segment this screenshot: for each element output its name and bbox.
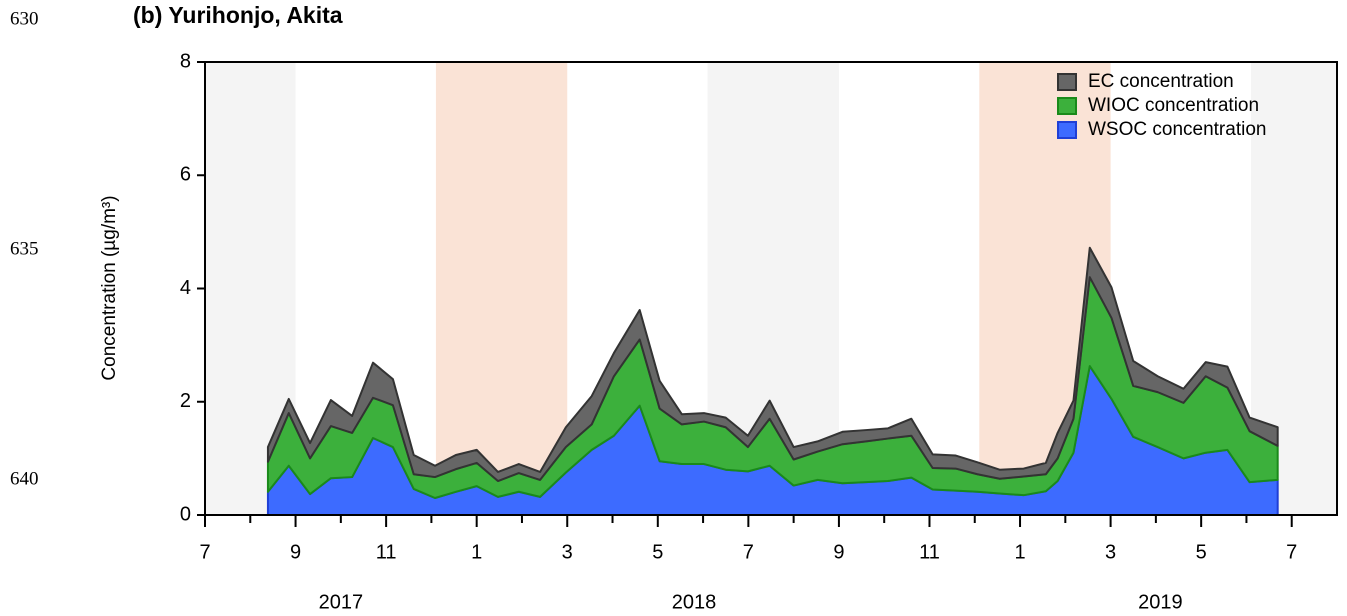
season-band <box>435 62 568 515</box>
chart-title: (b) Yurihonjo, Akita <box>133 2 343 28</box>
area <box>266 246 1279 483</box>
x-tick-label: 5 <box>1196 541 1207 563</box>
x-tick-label: 1 <box>1014 541 1025 563</box>
legend-swatch <box>1057 121 1077 139</box>
x-tick-label: 3 <box>1105 541 1116 563</box>
line-number: 635 <box>10 238 39 259</box>
x-tick-label: 11 <box>376 541 397 563</box>
x-tick-label: 3 <box>562 541 573 563</box>
x-tick-label: 5 <box>652 541 663 563</box>
y-tick-label: 0 <box>180 503 191 525</box>
legend-label: WSOC concentration <box>1088 119 1266 140</box>
line-number: 640 <box>10 468 39 489</box>
x-tick-label: 9 <box>833 541 844 563</box>
y-tick-label: 4 <box>180 277 191 299</box>
y-axis-label: Concentration (µg/m³) <box>99 195 120 380</box>
year-label: 2017 <box>319 591 364 613</box>
x-tick-label: 7 <box>743 541 754 563</box>
x-tick-label: 11 <box>919 541 940 563</box>
x-tick-label: 7 <box>199 541 210 563</box>
legend-label: EC concentration <box>1088 71 1234 92</box>
x-tick-label: 9 <box>290 541 301 563</box>
x-tick-label: 7 <box>1286 541 1297 563</box>
year-label: 2019 <box>1138 591 1183 613</box>
y-tick-label: 2 <box>180 390 191 412</box>
legend-swatch <box>1057 97 1077 115</box>
legend-swatch <box>1057 73 1077 91</box>
y-tick-label: 8 <box>180 50 191 72</box>
line-number: 630 <box>10 8 39 29</box>
year-label: 2018 <box>672 591 717 613</box>
legend-label: WIOC concentration <box>1088 95 1259 116</box>
x-tick-label: 1 <box>471 541 482 563</box>
y-tick-label: 6 <box>180 164 191 186</box>
